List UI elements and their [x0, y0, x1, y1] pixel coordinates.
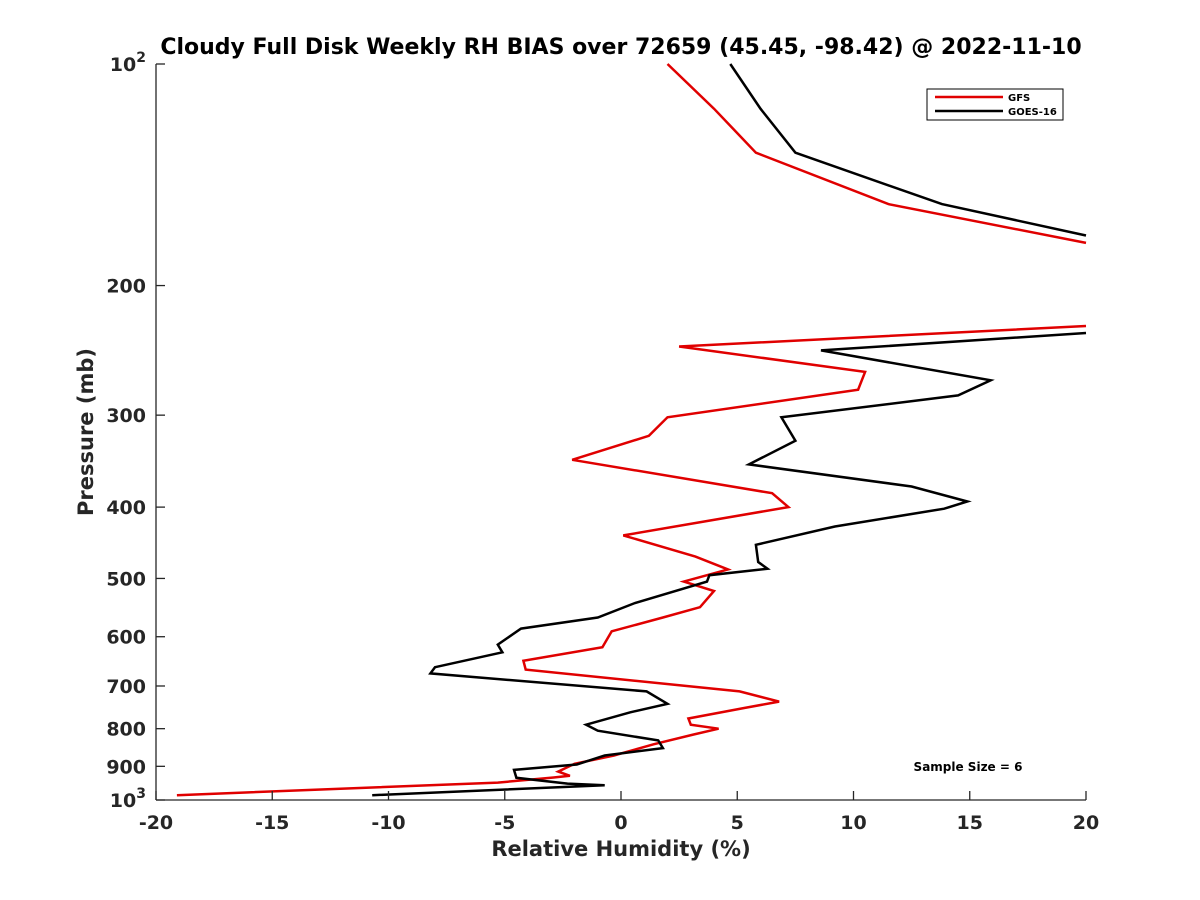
series-line-goes16-1: [729, 63, 1087, 237]
legend-box: [926, 88, 1064, 121]
x-tick-label: 10: [840, 812, 866, 834]
ticks-layer: -20 -15 -10 -5 0 5 10 15 20 102 200 300 400 500 600 700…: [106, 50, 1099, 834]
y-tick-label: 500: [106, 568, 146, 590]
y-tick-label: 102: [110, 50, 146, 76]
x-tick-label: 20: [1073, 812, 1099, 834]
y-tick-label: 900: [106, 756, 146, 778]
y-tick-label: 600: [106, 627, 146, 649]
x-axis-label: Relative Humidity (%): [491, 837, 750, 861]
legend-label-goes16: GOES-16: [1008, 107, 1057, 118]
series-layer: [176, 63, 1087, 797]
y-tick-label: 400: [106, 497, 146, 519]
y-tick-label: 200: [106, 276, 146, 298]
y-tick-label: 300: [106, 405, 146, 427]
x-tick-label: -20: [139, 812, 173, 834]
y-tick-label: 700: [106, 676, 146, 698]
y-tick-exponent: 3: [136, 786, 146, 802]
x-tick-label: 0: [614, 812, 627, 834]
chart-title: Cloudy Full Disk Weekly RH BIAS over 726…: [160, 35, 1081, 60]
x-tick-label: -15: [255, 812, 289, 834]
x-tick-label: 15: [957, 812, 983, 834]
sample-size-annotation: Sample Size = 6: [914, 760, 1023, 774]
series-line-gfs-1: [666, 63, 1087, 245]
legend: GFS GOES-16: [926, 88, 1064, 121]
x-tick-label: -5: [494, 812, 515, 834]
series-line-goes16-2: [372, 331, 1087, 797]
x-tick-label: -10: [371, 812, 405, 834]
y-tick-label: 103: [110, 786, 146, 812]
series-line-gfs-2: [176, 324, 1087, 797]
legend-label-gfs: GFS: [1008, 93, 1030, 104]
y-axis-label: Pressure (mb): [74, 348, 98, 516]
y-tick-label: 800: [106, 719, 146, 741]
y-tick-exponent: 2: [136, 50, 146, 66]
x-tick-label: 5: [731, 812, 744, 834]
plot-area: [156, 64, 1086, 800]
